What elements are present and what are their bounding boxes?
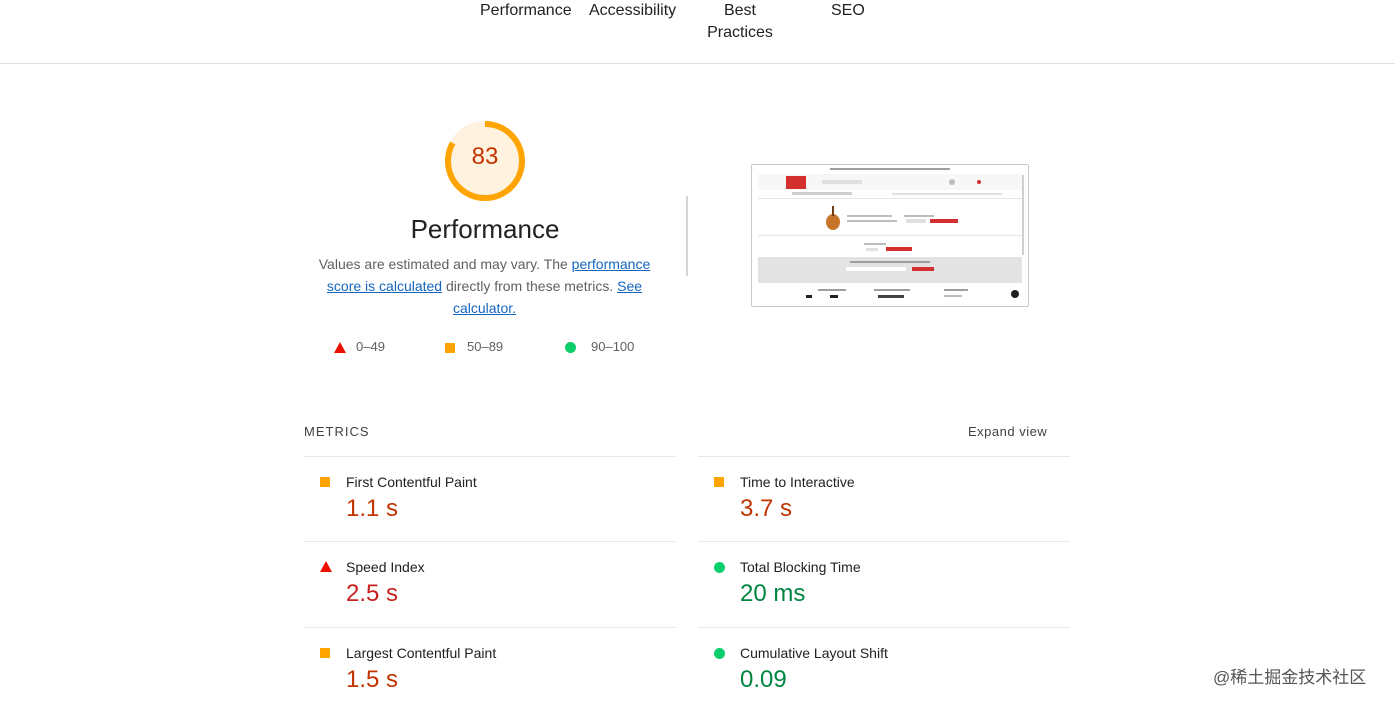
watermark: @稀土掘金技术社区 <box>1213 668 1367 687</box>
metric-first-contentful-paint: First Contentful Paint 1.1 s <box>304 456 676 542</box>
square-icon <box>320 477 330 487</box>
metric-time-to-interactive: Time to Interactive 3.7 s <box>698 456 1070 542</box>
triangle-icon <box>334 342 346 354</box>
legend-range: 0–49 <box>356 339 385 354</box>
metric-label: Largest Contentful Paint <box>346 645 497 661</box>
category-nav: Performance Accessibility Best Practices… <box>0 0 1395 64</box>
metric-largest-contentful-paint: Largest Contentful Paint 1.5 s <box>304 627 676 713</box>
performance-score-link[interactable]: performance score is calculated <box>326 256 651 294</box>
legend-item-average: 50–89 <box>445 339 503 354</box>
metric-speed-index: Speed Index 2.5 s <box>304 541 676 627</box>
metric-value: 2.5 s <box>346 580 399 607</box>
circle-icon <box>565 342 576 354</box>
tab-best-practices[interactable]: Best Practices <box>707 2 773 41</box>
metric-value: 20 ms <box>740 580 806 607</box>
metric-label: Cumulative Layout Shift <box>740 645 888 661</box>
circle-icon <box>714 648 725 659</box>
legend-range: 90–100 <box>591 339 635 354</box>
square-icon <box>714 477 724 487</box>
legend-item-pass: 90–100 <box>565 339 634 354</box>
circle-icon <box>714 562 725 573</box>
square-icon <box>320 648 330 658</box>
square-icon <box>445 342 455 353</box>
metrics-header: METRICS <box>304 424 370 439</box>
score-value: 83 <box>471 143 499 170</box>
expand-view-toggle[interactable]: Expand view <box>968 424 1048 439</box>
metric-label: First Contentful Paint <box>346 474 477 490</box>
metric-label: Time to Interactive <box>740 474 855 490</box>
metric-value: 0.09 <box>740 666 787 693</box>
metric-label: Speed Index <box>346 559 425 575</box>
score-gauge <box>445 121 525 201</box>
tab-seo[interactable]: SEO <box>831 2 865 19</box>
triangle-icon <box>320 561 332 572</box>
tab-performance[interactable]: Performance <box>480 2 572 19</box>
metric-value: 1.1 s <box>346 495 399 522</box>
category-description: Values are estimated and may vary. The p… <box>312 253 657 319</box>
page-screenshot-image <box>752 165 1028 298</box>
see-calculator-link[interactable]: See calculator. <box>452 278 643 316</box>
divider <box>686 196 688 276</box>
category-title: Performance <box>410 214 560 244</box>
metric-value: 1.5 s <box>346 666 399 693</box>
legend-range: 50–89 <box>467 339 504 354</box>
legend-item-fail: 0–49 <box>334 339 385 354</box>
metric-value: 3.7 s <box>740 495 793 522</box>
metric-label: Total Blocking Time <box>740 559 861 575</box>
score-gauge-arc <box>445 121 525 201</box>
description-text: Values are estimated and may vary. The <box>318 256 572 272</box>
tab-accessibility[interactable]: Accessibility <box>589 2 677 19</box>
metric-total-blocking-time: Total Blocking Time 20 ms <box>698 541 1070 627</box>
final-screenshot[interactable] <box>751 164 1029 307</box>
metric-cumulative-layout-shift: Cumulative Layout Shift 0.09 <box>698 627 1070 713</box>
description-text-2: directly from these metrics. <box>442 278 618 294</box>
